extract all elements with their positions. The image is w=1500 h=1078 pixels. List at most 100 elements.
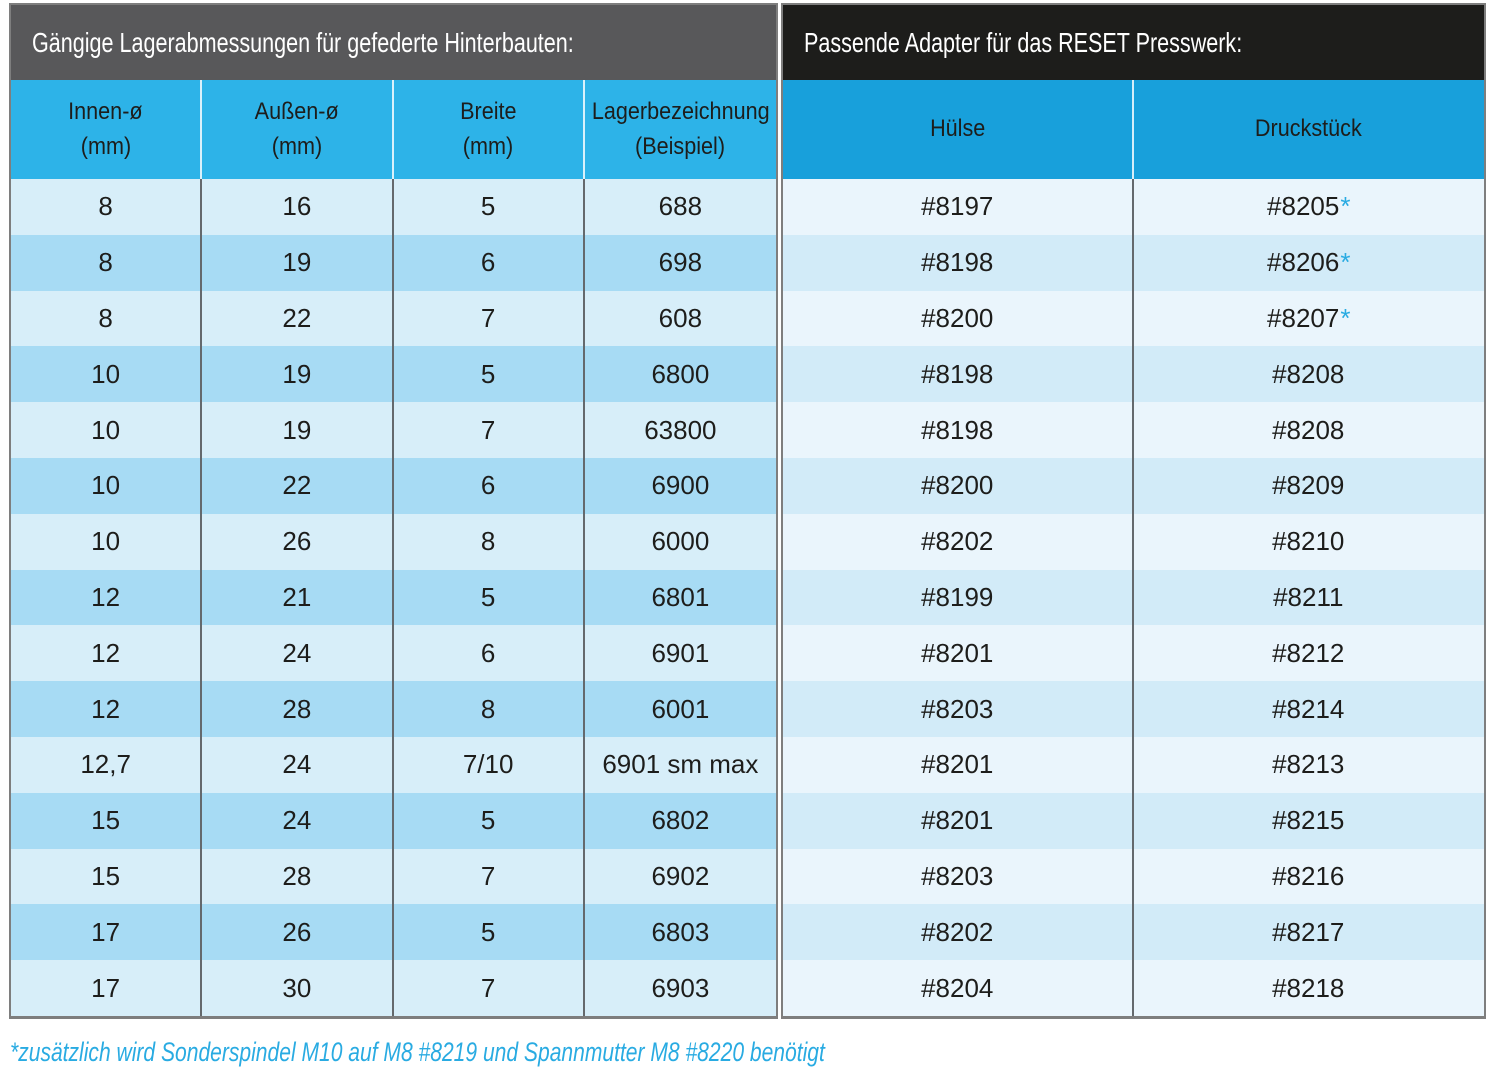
cell-innen: 8 xyxy=(11,290,203,347)
druckstueck-value: #8213 xyxy=(1272,749,1345,780)
cell-innen: 17 xyxy=(11,960,203,1016)
cell-druckstueck: #8216 xyxy=(1134,849,1485,905)
cell-breite: 5 xyxy=(394,792,585,849)
cell-breite: 6 xyxy=(394,625,585,682)
cell-lager: 6903 xyxy=(651,972,710,1003)
cell-breite: 6 xyxy=(394,457,585,514)
table-row: #8198 #8208 xyxy=(783,402,1484,458)
cell-lager: 6902 xyxy=(651,860,710,891)
column-header-breite: Breite (mm) xyxy=(394,80,585,179)
column-header-line2: (mm) xyxy=(271,132,323,160)
cell-aussen: 26 xyxy=(202,513,394,570)
table-row: #8203 #8216 xyxy=(783,848,1485,905)
druckstueck-value: #8205 xyxy=(1267,191,1340,222)
cell-aussen: 24 xyxy=(202,792,394,849)
cell-huelse: #8202 xyxy=(783,904,1134,961)
table-row: #8200 #8207 * xyxy=(783,290,1485,347)
cell-aussen: 19 xyxy=(202,346,394,403)
table-row: 10 19 7 63800 xyxy=(11,402,776,458)
table-row: #8199 #8211 xyxy=(783,569,1484,626)
cell-breite: 5 xyxy=(394,569,585,626)
cell-huelse: #8198 xyxy=(783,234,1134,291)
asterisk-marker: * xyxy=(1340,302,1351,333)
cell-innen: 10 xyxy=(11,346,203,403)
cell-lager: 6900 xyxy=(651,470,710,501)
cell-aussen: 26 xyxy=(202,904,394,961)
cell-innen: 10 xyxy=(11,513,203,570)
cell-aussen: 28 xyxy=(202,681,394,737)
column-header-line2: (Beispiel) xyxy=(635,132,726,160)
cell-aussen: 22 xyxy=(202,290,394,347)
table-row: 10 26 8 6000 xyxy=(11,513,776,570)
cell-breite: 7/10 xyxy=(394,736,585,793)
cell-aussen: 16 xyxy=(202,179,394,235)
druckstueck-value: #8212 xyxy=(1272,637,1345,668)
cell-lager: 698 xyxy=(658,247,703,278)
table-row: #8200 #8209 xyxy=(783,457,1484,514)
cell-druckstueck: #8213 xyxy=(1134,737,1485,793)
table-row: 15 28 7 6902 xyxy=(11,848,776,905)
cell-druckstueck: #8207 * xyxy=(1134,291,1485,347)
table-row: #8201 #8215 xyxy=(783,792,1484,849)
table-row: #8197 #8205 * xyxy=(783,179,1484,235)
column-header-innen: Innen-ø (mm) xyxy=(11,80,203,179)
adapter-table-rows: #8197 #8205 * #8198 #8206 * #8200 #8207 * #8198 #8… xyxy=(783,179,1484,1016)
table-row: 12 28 8 6001 xyxy=(11,681,776,737)
footnote: *zusätzlich wird Sonderspindel M10 auf M… xyxy=(10,1037,1055,1068)
druckstueck-value: #8211 xyxy=(1273,581,1344,612)
cell-breite: 7 xyxy=(394,402,585,458)
cell-aussen: 30 xyxy=(202,960,394,1016)
druckstueck-value: #8206 xyxy=(1267,247,1340,278)
druckstueck-value: #8209 xyxy=(1272,470,1345,501)
druckstueck-value: #8214 xyxy=(1272,693,1345,724)
cell-breite: 5 xyxy=(394,346,585,403)
cell-aussen: 24 xyxy=(202,736,394,793)
cell-breite: 7 xyxy=(394,848,585,905)
table-row: 8 16 5 688 xyxy=(11,179,776,235)
druckstueck-value: #8208 xyxy=(1272,358,1345,389)
cell-breite: 7 xyxy=(394,960,585,1016)
cell-druckstueck: #8210 xyxy=(1134,514,1485,570)
cell-aussen: 24 xyxy=(202,625,394,682)
cell-aussen: 21 xyxy=(202,569,394,626)
adapter-table-column-headers: Hülse Druckstück xyxy=(783,80,1484,179)
druckstueck-value: #8210 xyxy=(1272,526,1345,557)
cell-druckstueck: #8206 * xyxy=(1134,235,1485,291)
cell-huelse: #8198 xyxy=(783,402,1134,458)
table-row: #8202 #8210 xyxy=(783,513,1485,570)
cell-aussen: 19 xyxy=(202,234,394,291)
cell-druckstueck: #8218 xyxy=(1134,960,1485,1016)
cell-druckstueck: #8208 xyxy=(1134,346,1485,402)
adapter-table: Passende Adapter für das RESET Presswerk… xyxy=(781,3,1486,1019)
bearing-table-title: Gängige Lagerabmessungen für gefederte H… xyxy=(32,26,574,58)
cell-lager: 6901 sm max xyxy=(602,749,759,780)
cell-innen: 15 xyxy=(11,792,203,849)
cell-aussen: 28 xyxy=(202,848,394,905)
table-row: 12,7 24 7/10 6901 sm max xyxy=(11,736,776,793)
table-row: 17 30 7 6903 xyxy=(11,960,776,1016)
table-row: #8198 #8208 xyxy=(783,346,1485,403)
cell-druckstueck: #8214 xyxy=(1134,681,1485,737)
cell-lager: 6803 xyxy=(651,916,710,947)
cell-aussen: 19 xyxy=(202,402,394,458)
column-header-line1: Breite xyxy=(459,97,517,125)
table-row: 15 24 5 6802 xyxy=(11,792,776,849)
table-row: 8 19 6 698 xyxy=(11,234,776,291)
asterisk-marker: * xyxy=(1340,191,1351,222)
cell-huelse: #8203 xyxy=(783,681,1134,737)
cell-lager: 6800 xyxy=(651,358,710,389)
druckstueck-value: #8208 xyxy=(1272,414,1345,445)
cell-lager: 6000 xyxy=(651,526,710,557)
cell-huelse: #8201 xyxy=(783,792,1134,849)
cell-lager: 688 xyxy=(658,191,703,222)
cell-lager: 6001 xyxy=(651,693,710,724)
cell-druckstueck: #8212 xyxy=(1134,625,1485,681)
cell-innen: 8 xyxy=(11,234,203,291)
table-row: #8203 #8214 xyxy=(783,681,1484,737)
cell-huelse: #8200 xyxy=(783,290,1134,347)
cell-aussen: 22 xyxy=(202,457,394,514)
adapter-table-title: Passende Adapter für das RESET Presswerk… xyxy=(804,26,1243,58)
cell-druckstueck: #8217 xyxy=(1134,904,1485,960)
cell-huelse: #8198 xyxy=(783,346,1134,403)
